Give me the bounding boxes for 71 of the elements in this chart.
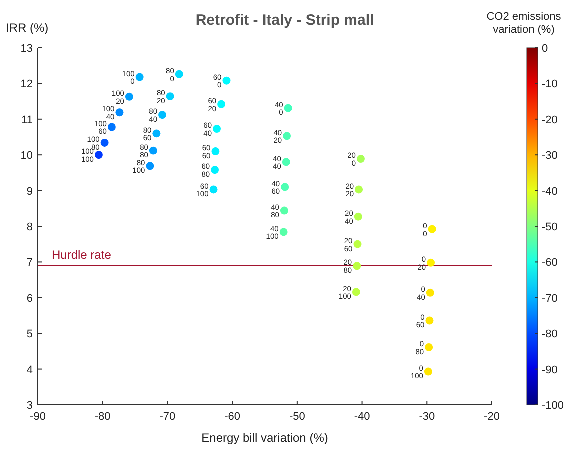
point (108, 123, 116, 132)
y-tick-label: 5 (26, 328, 33, 341)
y-tick-label: 13 (20, 43, 33, 55)
point (425, 344, 434, 352)
point (353, 262, 362, 270)
point (175, 70, 184, 78)
ref-line-label: Hurdle rate (52, 248, 112, 262)
point (283, 132, 292, 140)
x-tick-label: -70 (160, 411, 176, 423)
y-tick-label: 12 (20, 78, 33, 91)
point (146, 162, 154, 170)
color-bar-label: -100 (542, 400, 564, 412)
y-tick-label: 11 (22, 114, 33, 126)
point (355, 186, 364, 194)
y-tick-label: 8 (26, 222, 33, 234)
point (282, 158, 290, 166)
point (426, 316, 434, 325)
point (158, 111, 167, 120)
color-bar-title: CO2 emissions variation (%) (486, 11, 562, 36)
point (354, 212, 362, 221)
color-bar-label: -80 (542, 328, 558, 341)
point (424, 368, 432, 376)
color-bar-label: -30 (542, 150, 558, 162)
point (125, 92, 134, 101)
x-tick-label: -30 (419, 411, 436, 423)
point (166, 92, 174, 101)
x-tick-label: -60 (224, 411, 241, 423)
color-bar-label: -10 (542, 78, 558, 91)
color-bar-label: -20 (542, 114, 558, 126)
color-bar-label: -70 (542, 292, 558, 305)
x-axis-title: Energy bill variation (%) (202, 431, 328, 445)
y-tick-label: 3 (26, 400, 33, 412)
point (149, 146, 158, 155)
point (281, 183, 290, 192)
point (284, 104, 292, 112)
point (210, 186, 218, 194)
point (280, 206, 288, 215)
point (357, 155, 365, 164)
x-tick-label: -20 (484, 411, 500, 423)
point (100, 138, 109, 147)
point (352, 288, 360, 296)
point (280, 228, 288, 236)
point (136, 73, 144, 82)
y-tick-label: 6 (26, 292, 33, 305)
point (354, 240, 362, 248)
point (212, 148, 220, 156)
point (218, 100, 226, 108)
point (94, 151, 103, 160)
point (428, 225, 436, 234)
point (426, 288, 434, 297)
point (222, 76, 231, 85)
x-tick-label: -40 (354, 411, 370, 423)
color-bar-label: 0 (542, 43, 548, 55)
color-bar-label: -50 (542, 222, 558, 234)
y-tick-label: 9 (26, 186, 33, 198)
chart-title: Retrofit - Italy - Strip mall (196, 12, 374, 29)
point (211, 166, 220, 174)
y-axis-title: IRR (%) (6, 21, 49, 35)
point (152, 130, 161, 138)
y-tick-label: 10 (20, 150, 33, 162)
y-tick-label: 4 (26, 364, 33, 376)
color-bar-label: -90 (542, 364, 558, 376)
color-bar-label: -60 (542, 257, 558, 270)
color-bar-label: -40 (542, 186, 558, 198)
x-tick-label: -50 (289, 411, 306, 423)
x-tick-label: -80 (94, 411, 111, 423)
point (116, 108, 124, 117)
y-tick-label: 7 (26, 257, 33, 270)
point (427, 258, 436, 267)
point (213, 125, 221, 134)
x-tick-label: -90 (30, 411, 46, 423)
